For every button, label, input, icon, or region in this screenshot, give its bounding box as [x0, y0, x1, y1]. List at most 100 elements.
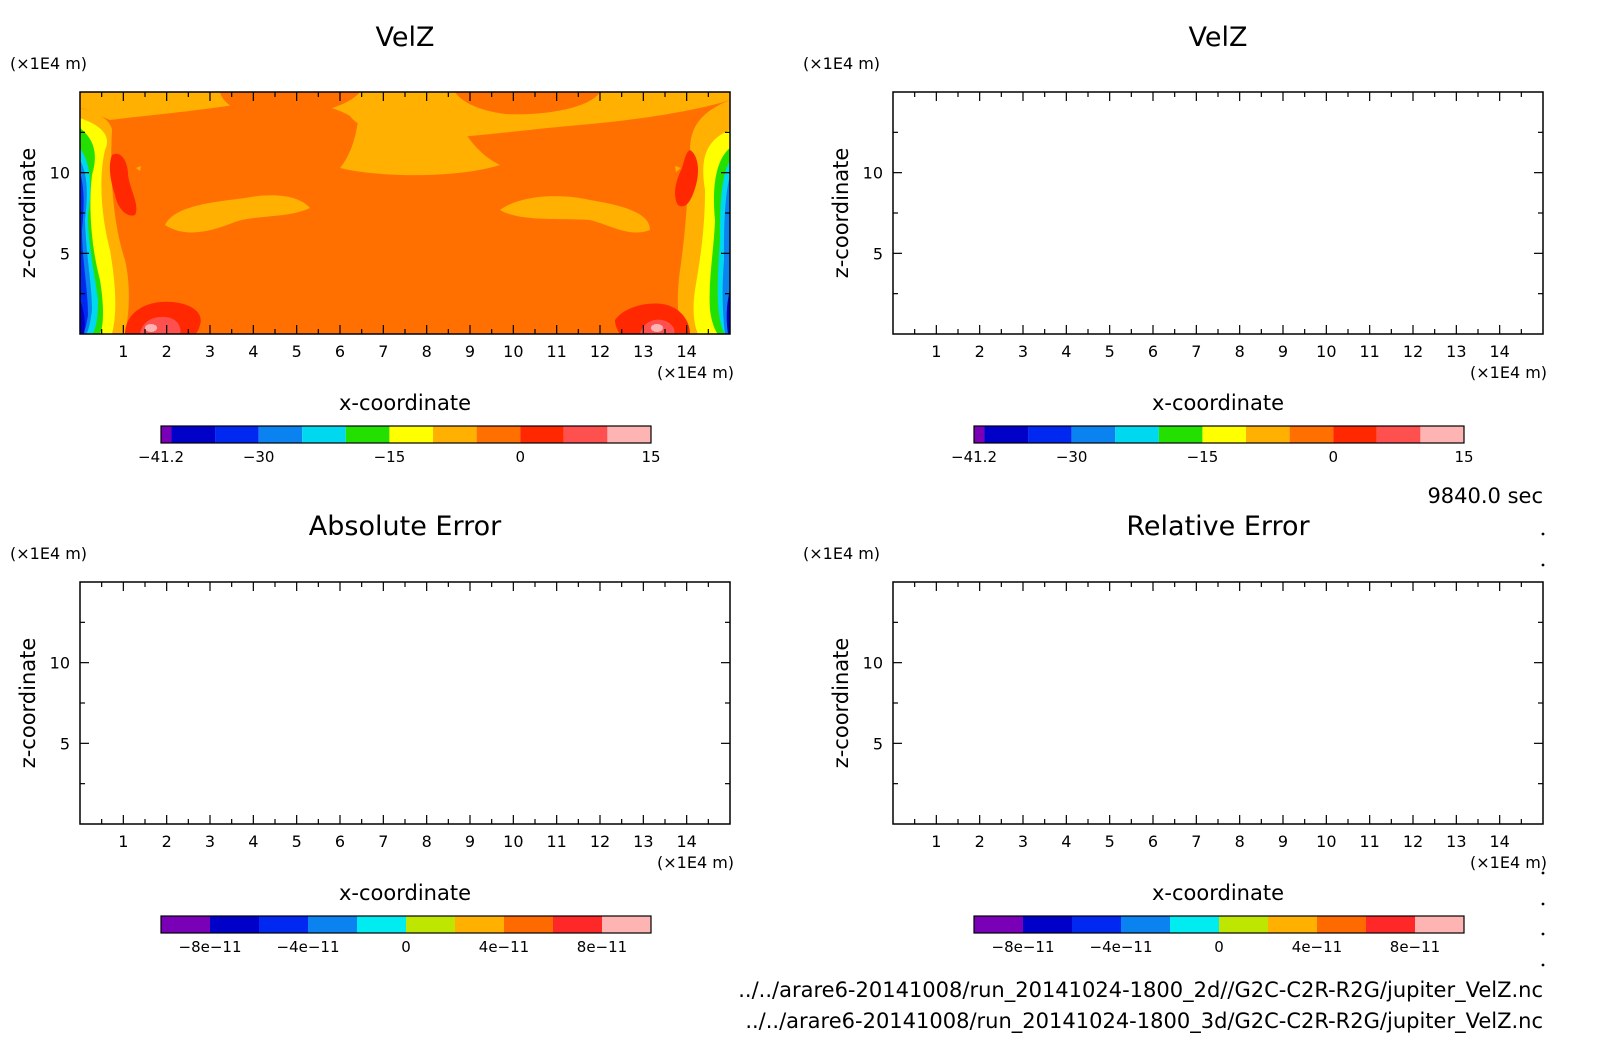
colorbar-segment — [984, 426, 1029, 443]
x-tick-label: 7 — [1191, 832, 1201, 851]
colorbar-label: 4e−11 — [479, 938, 529, 956]
colorbar-frame — [973, 425, 1465, 444]
x-tick-label: 6 — [335, 832, 345, 851]
x-tick-label: 7 — [1191, 342, 1201, 361]
contour-center-plume — [340, 92, 500, 176]
x-tick-label: 3 — [205, 342, 215, 361]
plot-frame — [892, 91, 1544, 335]
y-axis-label: z-coordinate — [829, 148, 853, 279]
colorbar-segment — [1268, 916, 1317, 933]
colorbar-label: −4e−11 — [277, 938, 340, 956]
x-tick-label: 14 — [676, 832, 696, 851]
colorbar-label: −15 — [1187, 448, 1219, 466]
colorbar-segment — [433, 426, 477, 443]
colorbar-segment — [1023, 916, 1072, 933]
colorbar-segment — [1072, 916, 1121, 933]
colorbar-label: −30 — [1056, 448, 1088, 466]
colorbar-frame — [160, 425, 652, 444]
x-tick-label: 1 — [118, 342, 128, 361]
colorbar-segment — [1071, 426, 1116, 443]
panel-title: VelZ — [1189, 22, 1248, 53]
x-tick-label: 12 — [590, 832, 610, 851]
x-tick-label: 6 — [1148, 832, 1158, 851]
file-path-3d: ../../arare6-20141008/run_20141024-1800_… — [745, 1009, 1543, 1034]
x-tick-label: 13 — [633, 342, 653, 361]
time-label: 9840.0 sec — [1427, 484, 1543, 508]
x-tick-label: 10 — [503, 832, 523, 851]
contour-wall-left — [893, 108, 942, 334]
contour-red-blob — [675, 150, 698, 207]
colorbar-segment — [302, 426, 346, 443]
contour-small-spot — [675, 166, 681, 172]
colorbar-label: 4e−11 — [1292, 938, 1342, 956]
colorbar-segment — [1317, 916, 1366, 933]
x-unit-label: (×1E4 m) — [657, 363, 734, 382]
x-tick-label: 9 — [465, 832, 475, 851]
contour-mid-blob — [978, 195, 1123, 232]
contour-red-blob — [1428, 304, 1503, 334]
x-tick-label: 8 — [1235, 342, 1245, 361]
contour-small-spot — [1488, 166, 1494, 172]
colorbar-segment — [308, 916, 357, 933]
x-tick-label: 13 — [633, 832, 653, 851]
y-tick-label: 5 — [60, 244, 70, 263]
x-tick-label: 7 — [378, 342, 388, 361]
colorbar-segment — [1115, 426, 1159, 443]
panel-relative-error: Relative Error (×1E4 m) 1 2 3 4 5 6 7 8 9 10 11 12 1… — [803, 511, 1547, 956]
contour-hot-core — [953, 317, 993, 334]
y-tick-label: 5 — [873, 734, 883, 753]
x-tick-label: 12 — [590, 342, 610, 361]
x-tick-label: 5 — [292, 342, 302, 361]
colorbar-segment — [210, 916, 259, 933]
x-tick-label: 1 — [931, 832, 941, 851]
colorbar-segment — [1366, 916, 1415, 933]
panel-velz-right: VelZ (×1E4 m) — [803, 22, 1547, 466]
colorbar-label: −41.2 — [138, 448, 184, 466]
contour-wall-left — [893, 128, 916, 334]
x-unit-label: (×1E4 m) — [1470, 853, 1547, 872]
contour-small-spot — [136, 166, 141, 171]
colorbar: −41.2 −30 −15 0 15 — [951, 425, 1474, 466]
contour-mid-blob — [1313, 196, 1463, 232]
x-tick-label: 4 — [248, 342, 258, 361]
x-tick-label: 2 — [162, 832, 172, 851]
colorbar-segment — [161, 426, 172, 443]
contour-red-blob — [1488, 150, 1511, 206]
x-tick-label: 4 — [1061, 832, 1071, 851]
margin-dots — [1541, 532, 1545, 967]
x-tick-label: 3 — [1018, 342, 1028, 361]
x-tick-label: 1 — [118, 832, 128, 851]
x-tick-label: 2 — [975, 832, 985, 851]
colorbar: −8e−11 −4e−11 0 4e−11 8e−11 — [973, 915, 1465, 956]
colorbar-label: −4e−11 — [1090, 938, 1153, 956]
colorbar-segment — [974, 426, 985, 443]
y-axis-label: z-coordinate — [16, 148, 40, 279]
contour-mid-blob — [165, 195, 310, 233]
contour-mid-blob — [500, 196, 650, 233]
colorbar-segment — [1170, 916, 1219, 933]
colorbar-segment — [1158, 426, 1203, 443]
panel-absolute-error: Absolute Error (×1E4 m) 1 2 3 4 5 6 7 8 9 10 11 12 1… — [10, 511, 734, 956]
contour-wall-right — [1536, 175, 1543, 334]
empty-plot-area — [893, 582, 1543, 824]
contour-field — [80, 92, 730, 334]
x-unit-label: (×1E4 m) — [657, 853, 734, 872]
x-axis-label: x-coordinate — [1152, 391, 1284, 415]
contour-wall-right — [1523, 148, 1543, 334]
colorbar-label: 0 — [401, 938, 411, 956]
colorbar-label: −15 — [374, 448, 406, 466]
colorbar-segment — [504, 916, 553, 933]
x-axis-label: x-coordinate — [339, 881, 471, 905]
x-tick-label: 12 — [1403, 832, 1423, 851]
colorbar-segment — [1028, 426, 1072, 443]
contour-red-blob — [923, 154, 950, 216]
y-unit-label: (×1E4 m) — [803, 54, 880, 73]
panel-title: Absolute Error — [309, 511, 502, 542]
colorbar-segment — [389, 426, 434, 443]
colorbar-label: −30 — [243, 448, 275, 466]
contour-hot-peak — [958, 324, 970, 332]
colorbar-segment — [1333, 426, 1377, 443]
